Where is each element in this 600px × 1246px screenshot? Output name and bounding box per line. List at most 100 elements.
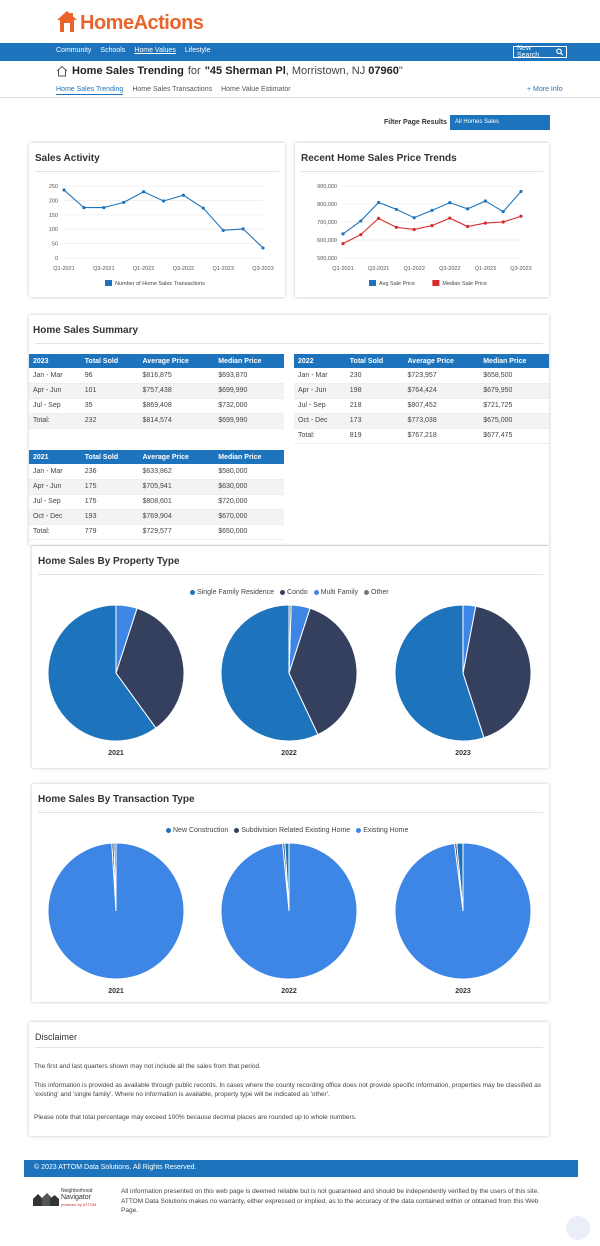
table-cell: Jul - Sep	[294, 398, 346, 414]
legend-item[interactable]: Subdivision Related Existing Home	[234, 827, 350, 834]
table-cell: $769,904	[138, 509, 215, 525]
x-tick-label: Q1-2022	[133, 266, 154, 272]
table-cell: 175	[80, 479, 139, 495]
y-tick-label: 150	[49, 213, 58, 219]
table-cell: Apr - Jun	[29, 479, 81, 495]
pie-slice[interactable]	[288, 604, 292, 674]
new-search-button[interactable]: New Search	[513, 45, 567, 59]
nav-home-values[interactable]: Home Values	[134, 47, 176, 54]
pie-slice[interactable]	[394, 842, 532, 980]
price-trends-title: Recent Home Sales Price Trends	[301, 153, 457, 164]
pie-year-label: 2023	[455, 750, 471, 757]
chat-widget-icon[interactable]	[566, 1216, 590, 1240]
pie-slice[interactable]	[115, 604, 138, 674]
table-row: Jan - Mar 96 $816,875 $693,870	[29, 368, 284, 384]
table-cell: Apr - Jun	[294, 383, 346, 399]
title-prefix: Home Sales Trending	[72, 65, 184, 77]
neighborhood-navigator-logo[interactable]: Neighborhood Navigator powered by ATTOM	[33, 1188, 113, 1210]
pie-slice[interactable]	[462, 604, 477, 674]
filter-label: Filter Page Results	[384, 119, 448, 126]
legend-item[interactable]: Multi Family	[313, 589, 358, 596]
title-close: "	[398, 65, 403, 77]
filter-select[interactable]: All Homes Sales	[450, 115, 550, 130]
legend-item[interactable]: Condo	[280, 589, 308, 596]
table-row: Oct - Dec 193 $769,904 $670,000	[29, 509, 284, 525]
table-row: Total: 232 $814,574 $699,990	[29, 413, 284, 429]
property-type-title: Home Sales By Property Type	[38, 556, 180, 567]
table-row: Apr - Jun 198 $764,424 $679,950	[294, 383, 549, 399]
x-tick-label: Q1-2023	[212, 266, 233, 272]
data-point	[161, 199, 166, 203]
tab-home-sales-transactions[interactable]: Home Sales Transactions	[132, 86, 213, 93]
tab-home-value-estimator[interactable]: Home Value Estimator	[221, 86, 291, 93]
homeactions-logo[interactable]: HomeActions	[56, 9, 204, 37]
legend-item[interactable]: Single Family Residence	[190, 589, 274, 596]
pie-slice[interactable]	[462, 605, 532, 739]
logo-line1: Neighborhood	[61, 1188, 93, 1194]
data-point	[448, 201, 452, 205]
table-header: Average Price	[138, 354, 215, 368]
pie-slice[interactable]	[288, 607, 358, 736]
pie-year-label: 2021	[108, 988, 124, 995]
x-tick-label: Q3-2023	[510, 266, 531, 272]
data-point	[221, 228, 225, 232]
pie-year-label: 2021	[108, 750, 124, 757]
table-cell: Jul - Sep	[29, 494, 81, 510]
y-tick-label: 0	[55, 256, 58, 262]
pie-slice[interactable]	[47, 842, 185, 980]
table-row: Jul - Sep 218 $807,452 $721,725	[294, 398, 549, 414]
table-cell: 779	[80, 524, 139, 540]
table-cell: 101	[80, 383, 139, 399]
legend-label: Avg Sale Price	[379, 281, 415, 287]
table-row: Jan - Mar 236 $633,862 $580,000	[29, 464, 284, 480]
x-tick-label: Q3-2022	[439, 266, 460, 272]
table-cell: 175	[80, 494, 139, 510]
subtabs: Home Sales Trending Home Sales Transacti…	[56, 86, 291, 95]
sales-activity-card: Sales Activity 250 200 150 100 50 0 Q1-2021 Q3-…	[29, 143, 285, 297]
pie-slice[interactable]	[47, 604, 157, 742]
divider	[35, 1047, 543, 1048]
table-cell: Total:	[29, 413, 81, 429]
divider	[0, 97, 600, 98]
table-cell: $767,218	[403, 428, 480, 444]
table-cell: Total:	[294, 428, 346, 444]
legend-item[interactable]: Existing Home	[356, 827, 408, 834]
legend-item[interactable]: Other	[364, 589, 389, 596]
table-cell: Apr - Jun	[29, 383, 81, 399]
table-cell: $658,500	[479, 368, 549, 384]
legend-item[interactable]: New Construction	[166, 827, 228, 834]
series-line	[342, 215, 522, 245]
logo-line3: powered by ATTOM	[61, 1202, 97, 1207]
nav-community[interactable]: Community	[56, 47, 92, 54]
y-tick-label: 100	[49, 227, 58, 233]
data-point	[241, 227, 245, 231]
more-info-link[interactable]: + More Info	[527, 86, 563, 93]
table-cell: $705,941	[138, 479, 215, 495]
pie-slice[interactable]	[115, 607, 185, 729]
table-cell: 819	[345, 428, 404, 444]
table-cell: $720,000	[214, 494, 284, 510]
table-cell: Jan - Mar	[29, 368, 81, 384]
pie-slice[interactable]	[220, 842, 358, 980]
pie-slice[interactable]	[220, 604, 319, 742]
table-cell: 173	[345, 413, 404, 429]
page-title: Home Sales Trending for "45 Sherman Pl, …	[56, 65, 403, 77]
nav-schools[interactable]: Schools	[100, 47, 126, 54]
data-point	[501, 220, 505, 224]
y-tick-label: 900,000	[317, 184, 337, 190]
series-line	[342, 191, 522, 235]
search-icon	[555, 48, 563, 56]
table-row: Apr - Jun 101 $757,438 $699,990	[29, 383, 284, 399]
pie-slice[interactable]	[394, 604, 485, 742]
series-line	[63, 189, 264, 249]
footer-disclaimer: All information presented on this web pa…	[121, 1188, 540, 1214]
table-cell: $729,577	[138, 524, 215, 540]
data-point	[412, 227, 416, 232]
data-point	[102, 206, 106, 210]
disclaimer-card: Disclaimer The first and last quarters s…	[29, 1022, 549, 1136]
table-cell: $764,424	[403, 383, 480, 399]
table-cell: 230	[345, 368, 404, 384]
nav-lifestyle[interactable]: Lifestyle	[184, 47, 211, 54]
tab-home-sales-trending[interactable]: Home Sales Trending	[56, 86, 124, 95]
divider	[38, 812, 543, 813]
